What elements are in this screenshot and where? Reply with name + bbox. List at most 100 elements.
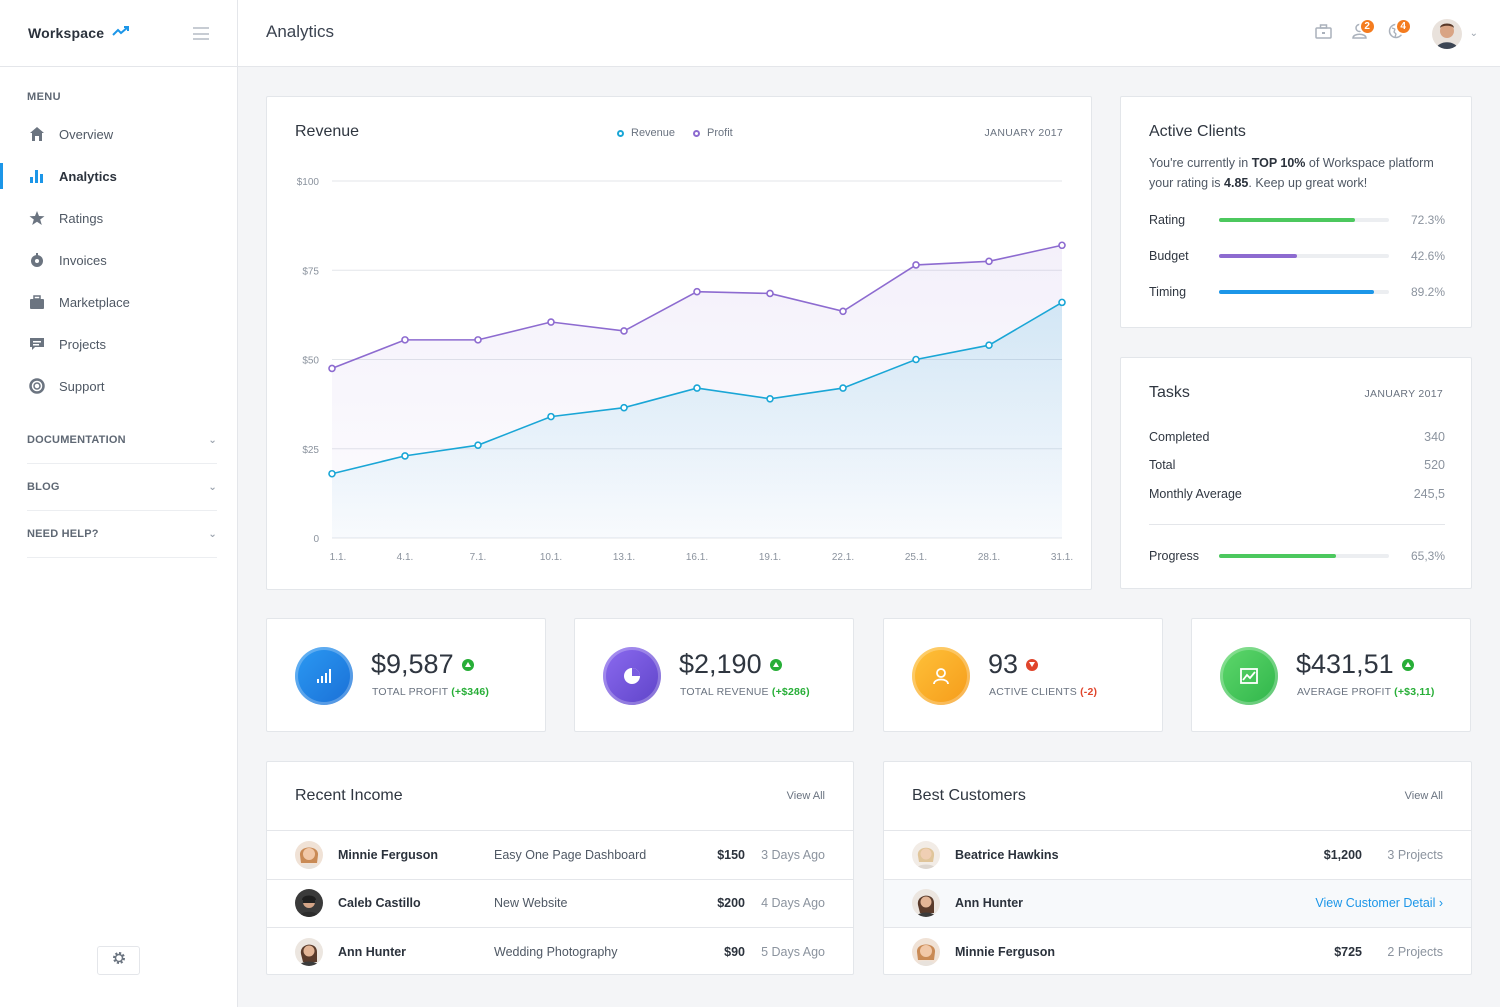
sidebar-item-projects[interactable]: Projects [0, 323, 237, 365]
globe-notifications-button[interactable]: 4 [1378, 16, 1414, 52]
table-row[interactable]: Minnie Ferguson Easy One Page Dashboard … [267, 831, 853, 880]
table-row[interactable]: Minnie Ferguson $725 2 Projects [884, 928, 1471, 977]
data-point-profit [766, 289, 774, 298]
data-point-revenue [912, 355, 920, 364]
sidebar-item-support[interactable]: Support [0, 365, 237, 407]
task-label: Total [1149, 458, 1176, 472]
gift-icon [28, 252, 45, 269]
image-chart-icon [1220, 647, 1278, 705]
avatar [295, 889, 323, 918]
user-icon [912, 647, 970, 705]
sidebar-section-blog[interactable]: BLOG ⌄ [27, 464, 217, 511]
stat-card-total-revenue: $2,190 TOTAL REVENUE (+$286) [574, 618, 854, 732]
stat-value: 93 [988, 649, 1039, 680]
legend-profit[interactable]: Profit [693, 127, 733, 139]
top-bar: Analytics 2 4 ⌄ [238, 0, 1500, 67]
sidebar-item-marketplace[interactable]: Marketplace [0, 281, 237, 323]
table-row[interactable]: Ann Hunter Wedding Photography $90 5 Day… [267, 928, 853, 977]
sidebar-item-ratings[interactable]: Ratings [0, 197, 237, 239]
data-point-revenue [401, 452, 409, 460]
row-projects: 2 Projects [1387, 945, 1443, 960]
table-row[interactable]: Ann Hunter View Customer Detail › [884, 879, 1471, 928]
metric-label: Budget [1149, 249, 1189, 263]
avatar [912, 938, 940, 967]
revenue-card: Revenue Revenue Profit JANUARY 2017 0 $25… [266, 96, 1092, 590]
bar-chart-icon [295, 647, 353, 705]
active-clients-title: Active Clients [1149, 123, 1246, 140]
sidebar-item-overview[interactable]: Overview [0, 113, 237, 155]
section-label: NEED HELP? [27, 528, 99, 540]
metric-value: 65,3% [1410, 549, 1445, 563]
data-point-profit [985, 257, 993, 266]
metric-value: 42.6% [1410, 249, 1445, 263]
user-avatar[interactable] [1431, 18, 1462, 49]
briefcase-button[interactable] [1306, 16, 1342, 52]
task-label: Monthly Average [1149, 487, 1242, 501]
stat-value: $2,190 [679, 649, 782, 680]
lifebuoy-icon [28, 378, 45, 395]
table-row[interactable]: Caleb Castillo New Website $200 4 Days A… [267, 880, 853, 928]
progress-fill [1219, 254, 1298, 258]
stat-label: AVERAGE PROFIT (+$3,11) [1297, 686, 1435, 698]
row-name: Minnie Ferguson [955, 945, 1055, 960]
users-notifications-button[interactable]: 2 [1342, 16, 1378, 52]
trend-icon [112, 24, 130, 42]
sidebar-section-documentation[interactable]: DOCUMENTATION ⌄ [27, 417, 217, 464]
tasks-card: Tasks JANUARY 2017 Completed 340 Total 5… [1120, 357, 1472, 589]
best-customers-card: Best Customers View All Beatrice Hawkins… [883, 761, 1472, 975]
sidebar: Workspace MENU Overview Analytics Rating… [0, 0, 238, 1007]
legend-revenue[interactable]: Revenue [617, 127, 675, 139]
row-description: Wedding Photography [494, 945, 618, 960]
hamburger-menu-icon[interactable] [193, 27, 209, 40]
view-all-link[interactable]: View All [786, 790, 825, 802]
briefcase-icon [1315, 23, 1332, 44]
data-point-revenue [766, 394, 774, 403]
data-point-revenue [474, 441, 482, 449]
stat-card-average-profit: $431,51 AVERAGE PROFIT (+$3,11) [1191, 618, 1471, 732]
row-amount: $150 [717, 847, 745, 862]
sidebar-section-need-help[interactable]: NEED HELP? ⌄ [27, 511, 217, 558]
section-label: DOCUMENTATION [27, 434, 126, 446]
data-point-revenue [985, 341, 993, 350]
chat-icon [28, 336, 45, 353]
data-point-profit [620, 327, 628, 335]
brand-name[interactable]: Workspace [28, 25, 105, 41]
settings-button[interactable] [97, 946, 140, 975]
metric-value: 72.3% [1410, 213, 1445, 227]
data-point-profit [839, 307, 847, 316]
view-all-link[interactable]: View All [1404, 790, 1443, 802]
tasks-title: Tasks [1149, 384, 1190, 401]
view-customer-detail-link[interactable]: View Customer Detail › [1315, 896, 1443, 911]
row-time: 4 Days Ago [761, 896, 825, 911]
chart-legend: Revenue Profit [617, 127, 733, 139]
x-tick-label: 1.1. [330, 552, 347, 563]
x-tick-label: 13.1. [613, 552, 635, 563]
row-time: 5 Days Ago [761, 945, 825, 960]
stat-card-total-profit: $9,587 TOTAL PROFIT (+$346) [266, 618, 546, 732]
row-name: Ann Hunter [955, 896, 1024, 911]
sidebar-item-label: Support [59, 378, 105, 394]
metric-label: Timing [1149, 285, 1187, 299]
tasks-date: JANUARY 2017 [1364, 388, 1443, 400]
sidebar-item-label: Marketplace [59, 294, 130, 310]
avatar [295, 938, 323, 967]
trend-up-icon [1401, 658, 1414, 671]
trend-up-icon [769, 658, 782, 671]
data-point-revenue [1058, 298, 1066, 307]
row-time: 3 Days Ago [761, 847, 825, 862]
row-amount: $90 [724, 945, 745, 960]
sidebar-item-label: Ratings [59, 210, 104, 226]
sidebar-item-invoices[interactable]: Invoices [0, 239, 237, 281]
recent-income-title: Recent Income [295, 787, 403, 804]
sidebar-item-label: Invoices [59, 252, 107, 268]
stat-value: $431,51 [1296, 649, 1414, 680]
metric-label: Rating [1149, 213, 1186, 227]
stat-label: ACTIVE CLIENTS (-2) [989, 686, 1098, 698]
avatar [295, 840, 323, 869]
row-amount: $725 [1334, 945, 1362, 960]
task-value: 340 [1424, 430, 1445, 444]
task-row-total: Total 520 [1149, 458, 1445, 472]
sidebar-item-analytics[interactable]: Analytics [0, 155, 237, 197]
table-row[interactable]: Beatrice Hawkins $1,200 3 Projects [884, 831, 1471, 880]
chevron-down-icon[interactable]: ⌄ [1469, 28, 1478, 39]
